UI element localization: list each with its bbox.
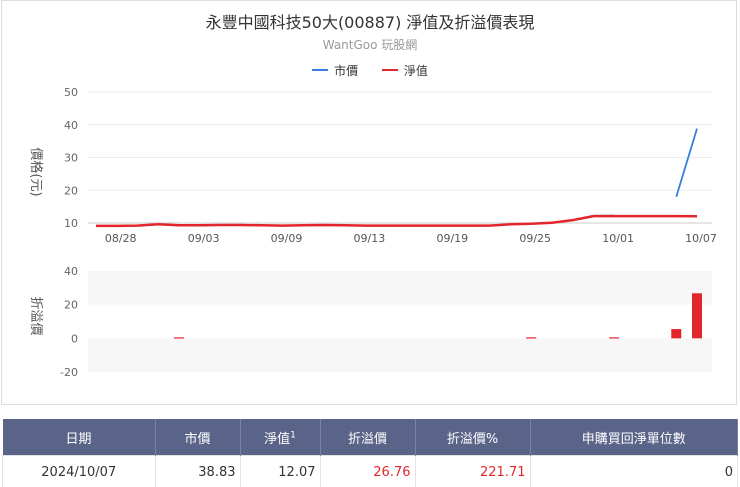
cell-nav: 12.07 — [239, 455, 321, 487]
chart-svg: 10 20 30 40 50 價格(元) 08/28 09/03 09/09 09/13 09/19… — [28, 86, 717, 379]
chart-card — [1, 0, 737, 405]
y-tick-label: 30 — [64, 152, 78, 165]
legend-label: 市價 — [334, 63, 359, 78]
header-premium-pct: 折溢價% — [415, 419, 531, 456]
cell-price: 38.83 — [154, 455, 241, 487]
cell-premium: 26.76 — [319, 455, 416, 487]
plot-band — [88, 271, 712, 305]
x-tick-label: 09/19 — [436, 232, 468, 245]
premium-bar — [173, 337, 184, 339]
x-tick-label: 09/09 — [271, 232, 303, 245]
premium-bar — [671, 329, 682, 339]
legend-swatch-price — [312, 69, 329, 71]
legend-label: 淨值 — [403, 63, 428, 78]
legend-item-nav[interactable]: 淨值 — [381, 62, 428, 79]
legend-item-price[interactable]: 市價 — [312, 62, 358, 79]
legend: 市價 淨值 — [0, 60, 740, 79]
table-row: 2024/10/07 38.83 12.07 26.76 221.71 0 — [2, 455, 738, 487]
x-tick-label: 09/25 — [519, 232, 551, 245]
y-axis-label: 價格(元) — [28, 147, 44, 196]
header-net-units: 申購買回淨單位數 — [530, 419, 738, 456]
y-tick-label: 20 — [64, 299, 78, 312]
y-tick-label: 20 — [64, 184, 78, 197]
chart-title: 永豐中國科技50大(00887) 淨值及折溢價表現 — [205, 13, 535, 32]
premium-bar — [692, 293, 702, 339]
x-tick-label: 09/03 — [188, 232, 220, 245]
header-nav-label: 淨值 — [264, 431, 291, 447]
nav-footnote: 1 — [290, 430, 296, 441]
x-tick-label: 09/13 — [354, 232, 386, 245]
x-tick-label: 10/01 — [602, 232, 634, 245]
y-tick-label: 50 — [64, 86, 78, 99]
header-price: 市價 — [155, 419, 241, 456]
series-line-nav — [96, 214, 698, 228]
x-tick-label: 08/28 — [105, 232, 137, 245]
cell-net-units: 0 — [529, 455, 738, 487]
cell-date: 2024/10/07 — [2, 455, 156, 487]
data-table: 日期 市價 淨值1 折溢價 折溢價% 申購買回淨單位數 2024/10/07 3… — [2, 419, 738, 487]
y-tick-label: 40 — [64, 119, 78, 132]
table-header-row: 日期 市價 淨值1 折溢價 折溢價% 申購買回淨單位數 — [2, 419, 738, 456]
legend-swatch-nav — [381, 69, 398, 71]
header-nav: 淨值1 — [240, 419, 321, 456]
y-tick-label: 40 — [64, 265, 78, 278]
premium-bar — [526, 337, 537, 339]
y-tick-label: 10 — [64, 217, 78, 230]
y-tick-label: -20 — [60, 366, 78, 379]
series-line-price — [96, 128, 698, 227]
chart-subtitle: WantGoo 玩股網 — [322, 38, 418, 52]
y-tick-label: 0 — [71, 332, 78, 345]
premium-bar — [609, 337, 620, 339]
header-date: 日期 — [2, 419, 156, 456]
cell-premium-pct: 221.71 — [414, 455, 531, 487]
x-tick-label: 10/07 — [685, 232, 717, 245]
y-axis-label: 折溢價 — [28, 296, 43, 335]
header-premium: 折溢價 — [320, 419, 416, 456]
plot-band — [88, 338, 712, 372]
